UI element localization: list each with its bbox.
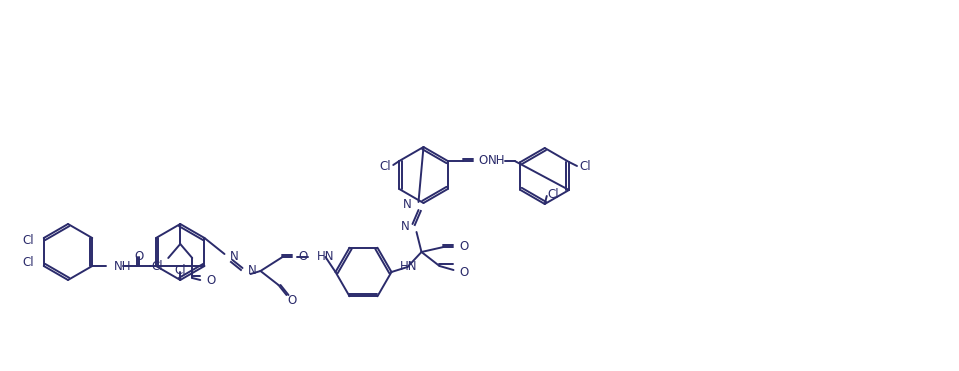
Text: Cl: Cl (22, 234, 34, 247)
Text: N: N (403, 198, 411, 211)
Text: HN: HN (316, 250, 334, 263)
Text: O: O (134, 250, 144, 263)
Text: NH: NH (488, 154, 505, 167)
Text: Cl: Cl (22, 256, 34, 269)
Text: O: O (459, 266, 469, 279)
Text: N: N (229, 250, 238, 263)
Text: O: O (288, 295, 297, 308)
Text: O: O (206, 273, 216, 286)
Text: Cl: Cl (380, 160, 391, 173)
Text: N: N (247, 265, 256, 278)
Text: Cl: Cl (175, 263, 186, 276)
Text: Cl: Cl (548, 187, 559, 200)
Text: NH: NH (114, 260, 131, 273)
Text: O: O (459, 240, 469, 253)
Text: O: O (479, 154, 488, 167)
Text: N: N (401, 220, 409, 233)
Text: HN: HN (400, 260, 417, 273)
Text: O: O (298, 250, 308, 263)
Text: Cl: Cl (152, 259, 163, 273)
Text: Cl: Cl (579, 161, 591, 174)
